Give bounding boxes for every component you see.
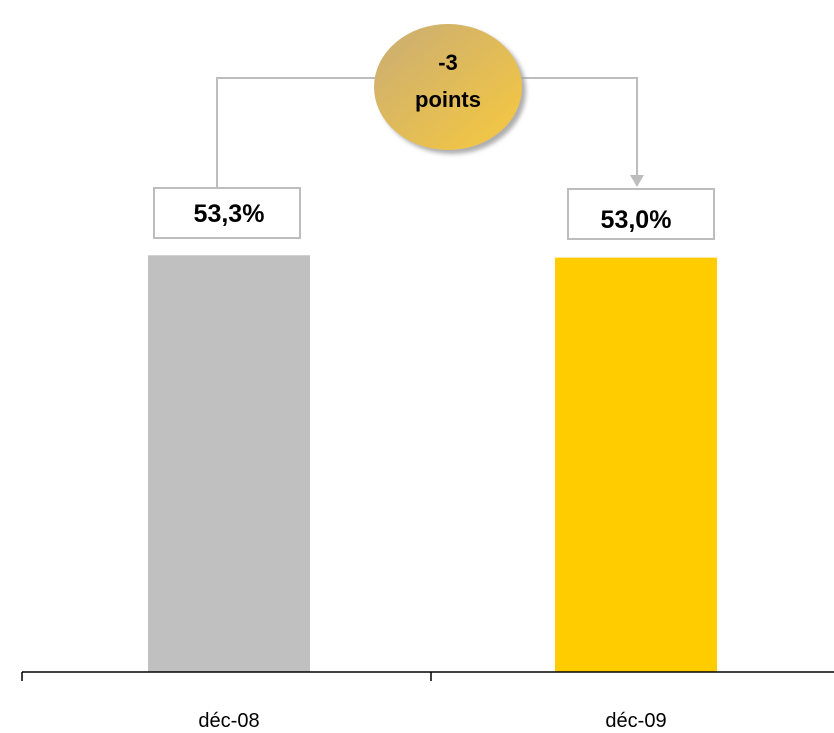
value-label-dec-08: 53,3% [153,187,301,239]
tick-label-dec-09: déc-09 [605,710,666,732]
tick-label-dec-08: déc-08 [198,710,259,732]
bars-layer [148,255,717,673]
value-label-box [153,187,301,239]
change-bubble-unit: points [415,87,481,112]
change-bubble-shape [374,24,522,150]
bar-dec-09 [555,257,717,672]
change-bubble: -3 points [374,24,522,150]
value-label-box [567,188,715,240]
change-bubble-value: -3 [438,50,458,75]
value-label-text: 53,3% [194,200,265,228]
connector-arrowhead [630,175,644,187]
bar-dec-08 [148,255,310,673]
value-label-text: 53,0% [601,206,672,234]
x-axis [21,671,834,681]
value-label-dec-09: 53,0% [567,188,715,240]
